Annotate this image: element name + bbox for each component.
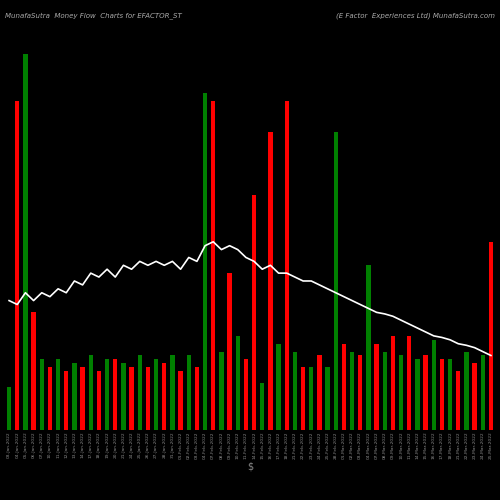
Bar	[178, 371, 183, 430]
Bar	[334, 132, 338, 430]
Bar	[23, 54, 28, 430]
Bar	[358, 356, 362, 430]
Bar	[121, 364, 126, 430]
Bar	[64, 371, 68, 430]
Bar	[154, 360, 158, 430]
Bar	[350, 352, 354, 430]
Bar	[236, 336, 240, 430]
Bar	[244, 360, 248, 430]
Bar	[432, 340, 436, 430]
Bar	[292, 352, 297, 430]
Bar	[366, 266, 370, 430]
Bar	[194, 368, 199, 430]
Bar	[203, 92, 207, 430]
Bar	[301, 368, 306, 430]
Bar	[80, 368, 85, 430]
Bar	[326, 368, 330, 430]
Bar	[317, 356, 322, 430]
Bar	[382, 352, 387, 430]
X-axis label: $: $	[247, 462, 253, 472]
Bar	[464, 352, 468, 430]
Bar	[390, 336, 395, 430]
Bar	[162, 364, 166, 430]
Bar	[40, 360, 44, 430]
Bar	[138, 356, 142, 430]
Bar	[276, 344, 281, 430]
Bar	[7, 387, 12, 430]
Bar	[309, 368, 314, 430]
Bar	[456, 371, 460, 430]
Bar	[72, 364, 76, 430]
Bar	[32, 312, 36, 430]
Bar	[219, 352, 224, 430]
Bar	[48, 368, 52, 430]
Bar	[228, 273, 232, 430]
Bar	[15, 100, 20, 430]
Bar	[211, 100, 216, 430]
Bar	[415, 360, 420, 430]
Bar	[374, 344, 379, 430]
Bar	[342, 344, 346, 430]
Bar	[472, 364, 477, 430]
Bar	[260, 383, 264, 430]
Bar	[88, 356, 93, 430]
Text: MunafaSutra  Money Flow  Charts for EFACTOR_ST: MunafaSutra Money Flow Charts for EFACTO…	[5, 12, 182, 20]
Bar	[268, 132, 272, 430]
Bar	[186, 356, 191, 430]
Bar	[252, 194, 256, 430]
Bar	[440, 360, 444, 430]
Bar	[113, 360, 117, 430]
Bar	[424, 356, 428, 430]
Bar	[284, 100, 289, 430]
Bar	[399, 356, 404, 430]
Bar	[170, 356, 174, 430]
Bar	[480, 356, 485, 430]
Bar	[146, 368, 150, 430]
Bar	[407, 336, 412, 430]
Bar	[96, 371, 101, 430]
Bar	[130, 368, 134, 430]
Bar	[448, 360, 452, 430]
Bar	[488, 242, 493, 430]
Bar	[105, 360, 110, 430]
Bar	[56, 360, 60, 430]
Text: (E Factor  Experiences Ltd) MunafaSutra.com: (E Factor Experiences Ltd) MunafaSutra.c…	[336, 12, 495, 19]
